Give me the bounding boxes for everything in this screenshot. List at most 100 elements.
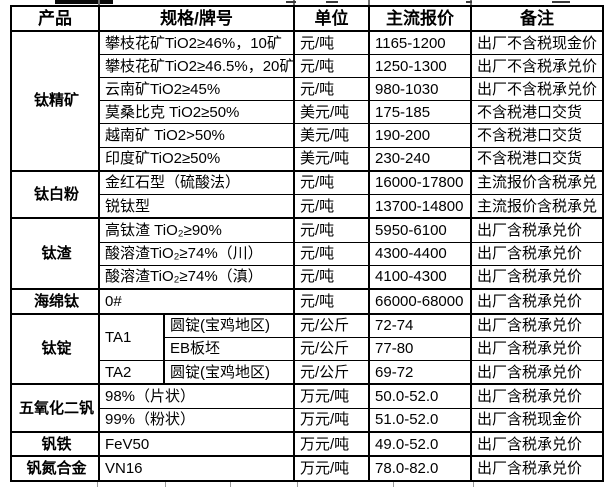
cropped-row-above (10, 0, 602, 5)
column-border-remnant (98, 0, 100, 5)
spec-detail-cell: 圆锭(宝鸡地区) (162, 312, 296, 338)
price-cell: 5950-6100 (368, 217, 473, 243)
price-cell: 72-74 (368, 312, 473, 338)
unit-cell: 元/吨 (293, 217, 371, 243)
price-cell: 66000-68000 (368, 288, 473, 315)
note-cell: 出厂含税承兑价 (470, 241, 604, 266)
table-row: TA2 圆锭(宝鸡地区) 元/公斤 69-72 出厂含税承兑价 (11, 359, 604, 385)
spec-cell: 99%（粉状） (97, 407, 296, 433)
price-cell: 4300-4400 (368, 241, 473, 266)
product-cell: 钛锭 (10, 312, 100, 385)
unit-cell: 美元/吨 (293, 123, 371, 148)
spec-cell: 越南矿 TiO2>50% (97, 123, 296, 148)
column-border-remnant (393, 482, 394, 487)
table-row: 钛渣 高钛渣 TiO₂≥90% 元/吨 5950-6100 出厂含税承兑价 (10, 217, 604, 290)
price-cell: 1250-1300 (368, 54, 473, 79)
cropped-text-fragment (552, 1, 570, 3)
spec-cell: 锐钛型 (97, 194, 296, 219)
unit-cell: 万元/吨 (293, 430, 371, 457)
grade-cell: TA1 (98, 312, 165, 361)
product-cell: 钛渣 (10, 217, 100, 290)
column-border-remnant (230, 482, 231, 487)
product-cell: 钛白粉 (10, 169, 100, 219)
table-row: 越南矿 TiO2>50% 美元/吨 190-200 不含税港口交货 (11, 123, 604, 148)
spec-detail-cell: 圆锭(宝鸡地区) (162, 359, 296, 385)
note-cell: 不含税港口交货 (470, 146, 604, 172)
unit-cell: 元/吨 (293, 241, 371, 266)
table-row: 五氧化二钒 98%（片状） 万元/吨 50.0-52.0 出厂含税承兑价 (10, 383, 604, 433)
note-cell: 出厂含税承兑价 (470, 455, 604, 482)
table-row: 99%（粉状） 万元/吨 51.0-52.0 出厂含税现金价 (11, 407, 604, 433)
table-row: 钒铁 FeV50 万元/吨 49.0-52.0 出厂含税承兑价 (10, 430, 604, 457)
cropped-text-fragment (286, 1, 296, 3)
table-row: 锐钛型 元/吨 13700-14800 主流报价含税承兑 (11, 194, 604, 219)
price-cell: 4100-4300 (368, 264, 473, 290)
price-cell: 50.0-52.0 (368, 383, 473, 409)
price-cell: 13700-14800 (368, 194, 473, 219)
price-cell: 69-72 (368, 359, 473, 385)
table-row: 钒氮合金 VN16 万元/吨 78.0-82.0 出厂含税承兑价 (10, 455, 604, 482)
table-row: 钛精矿 攀枝花矿TiO2≥46%，10矿 元/吨 1165-1200 出厂不含税现金价 (10, 30, 604, 172)
note-cell: 出厂含税承兑价 (470, 383, 604, 409)
product-cell: 钒氮合金 (10, 455, 100, 482)
spec-cell: 攀枝花矿TiO2≥46%，10矿 (97, 30, 296, 56)
table-row: 钛白粉 金红石型（硫酸法） 元/吨 16000-17800 主流报价含税承兑 (10, 169, 604, 219)
note-cell: 主流报价含税承兑 (470, 194, 604, 219)
price-cell: 49.0-52.0 (368, 430, 473, 457)
table-row: 莫桑比克 TiO2≥50% 美元/吨 175-185 不含税港口交货 (11, 100, 604, 125)
table-row: EB板坯 元/公斤 77-80 出厂含税承兑价 (11, 336, 604, 361)
column-border-remnant (97, 482, 98, 487)
note-cell: 出厂不含税现金价 (470, 30, 604, 56)
header-cell: 主流报价 (368, 5, 473, 32)
unit-cell: 美元/吨 (293, 146, 371, 172)
spec-cell: 金红石型（硫酸法） (97, 169, 296, 196)
unit-cell: 万元/吨 (293, 383, 371, 409)
spec-cell: 酸溶渣TiO₂≥74%（滇） (97, 264, 296, 290)
spec-cell: 攀枝花矿TiO2≥46.5%，20矿 (97, 54, 296, 79)
spec-cell: 0# (97, 288, 296, 315)
unit-cell: 元/吨 (293, 77, 371, 102)
note-cell: 不含税港口交货 (470, 100, 604, 125)
spec-cell: 酸溶渣TiO₂≥74%（川） (97, 241, 296, 266)
column-border-remnant (165, 482, 166, 487)
note-cell: 不含税港口交货 (470, 123, 604, 148)
note-cell: 出厂含税承兑价 (470, 288, 604, 315)
unit-cell: 元/吨 (293, 54, 371, 79)
cropped-row-below (10, 482, 602, 487)
product-cell: 钒铁 (10, 430, 100, 457)
note-cell: 出厂含税现金价 (470, 407, 604, 433)
unit-cell: 元/公斤 (293, 312, 371, 338)
unit-cell: 万元/吨 (293, 455, 371, 482)
cropped-title-fragment (55, 0, 113, 4)
price-cell: 1165-1200 (368, 30, 473, 56)
cropped-text-fragment (466, 1, 472, 3)
note-cell: 出厂含税承兑价 (470, 217, 604, 243)
spec-cell: 印度矿TiO2≥50% (97, 146, 296, 172)
price-cell: 230-240 (368, 146, 473, 172)
price-cell: 77-80 (368, 336, 473, 361)
header-cell: 规格/牌号 (97, 5, 296, 32)
note-cell: 出厂含税承兑价 (470, 312, 604, 338)
spec-cell: 莫桑比克 TiO2≥50% (97, 100, 296, 125)
price-cell: 16000-17800 (368, 169, 473, 196)
unit-cell: 元/公斤 (293, 336, 371, 361)
spec-detail-cell: EB板坯 (162, 336, 296, 361)
table-row: 酸溶渣TiO₂≥74%（川） 元/吨 4300-4400 出厂含税承兑价 (11, 241, 604, 266)
spec-cell: 云南矿TiO2≥45% (97, 77, 296, 102)
price-cell: 78.0-82.0 (368, 455, 473, 482)
spec-cell: FeV50 (97, 430, 296, 457)
price-cell: 175-185 (368, 100, 473, 125)
product-cell: 钛精矿 (10, 30, 100, 172)
note-cell: 出厂含税承兑价 (470, 430, 604, 457)
note-cell: 出厂含税承兑价 (470, 264, 604, 290)
note-cell: 出厂含税承兑价 (470, 359, 604, 385)
column-border-remnant (297, 482, 298, 487)
price-cell: 980-1030 (368, 77, 473, 102)
unit-cell: 美元/吨 (293, 100, 371, 125)
metal-price-table: 产品 规格/牌号 单位 主流报价 备注 钛精矿 攀枝花矿TiO2≥46%，10矿 元/吨 11… (10, 5, 604, 482)
spec-cell: VN16 (97, 455, 296, 482)
unit-cell: 元/公斤 (293, 359, 371, 385)
unit-cell: 元/吨 (293, 169, 371, 196)
cropped-text-fragment (326, 1, 338, 3)
